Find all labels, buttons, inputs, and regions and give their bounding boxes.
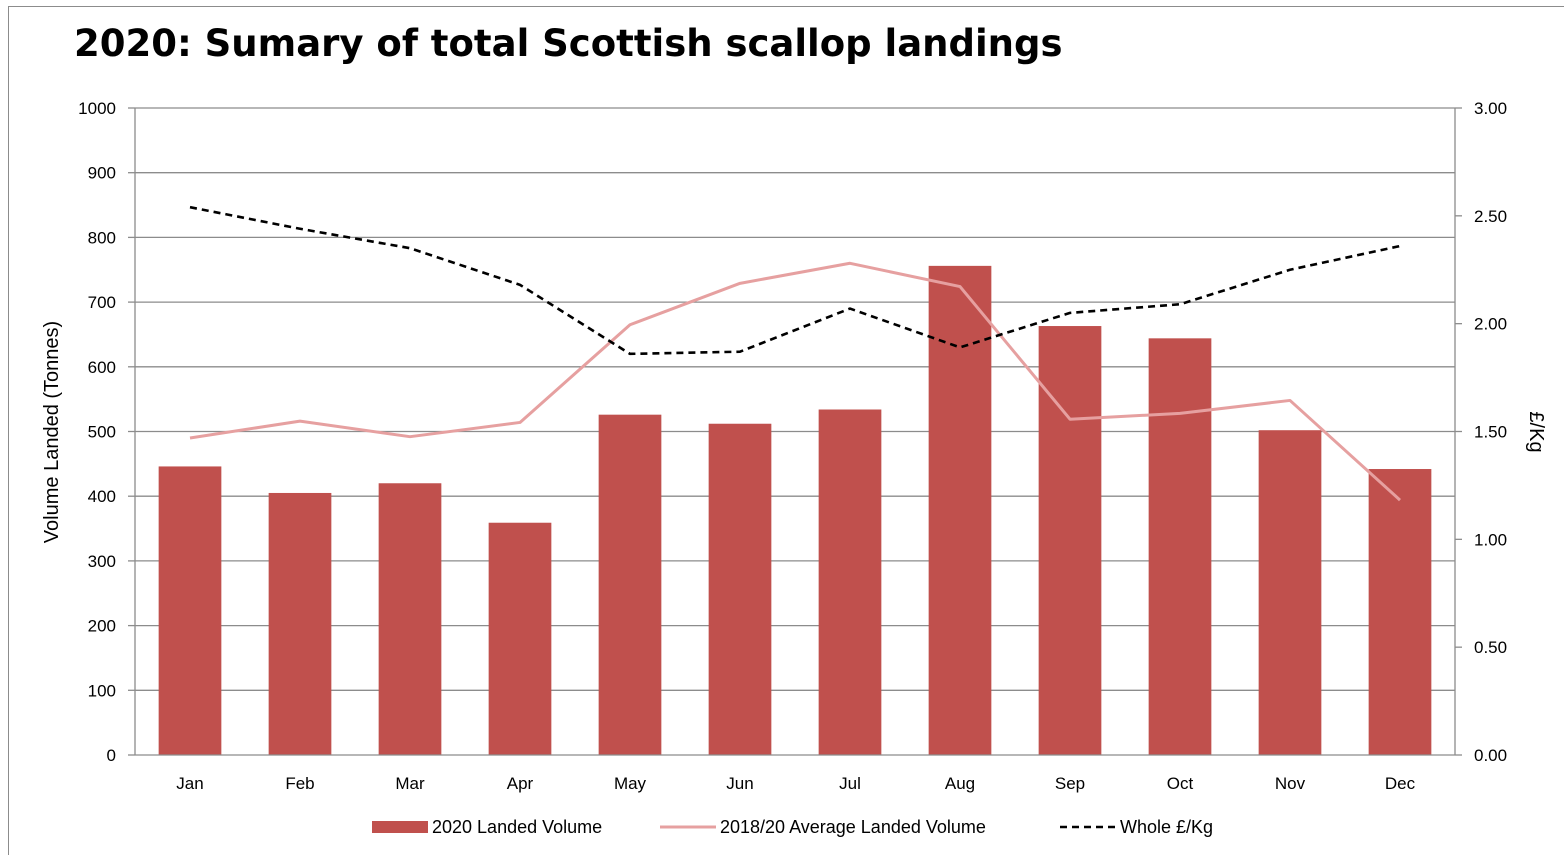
x-tick-label: May bbox=[614, 774, 647, 793]
y-tick-label: 500 bbox=[88, 423, 116, 442]
x-tick-label: Jun bbox=[726, 774, 753, 793]
bar bbox=[158, 466, 222, 755]
y2-tick-label: 2.00 bbox=[1474, 315, 1507, 334]
bar-series bbox=[158, 265, 1432, 755]
x-tick-label: Nov bbox=[1275, 774, 1306, 793]
y-tick-label: 900 bbox=[88, 164, 116, 183]
legend-label: 2020 Landed Volume bbox=[432, 817, 602, 837]
x-tick-label: Oct bbox=[1167, 774, 1194, 793]
legend: 2020 Landed Volume 2018/20 Average Landed… bbox=[372, 817, 1213, 837]
bar bbox=[488, 522, 552, 755]
y-tick-label: 300 bbox=[88, 552, 116, 571]
bar bbox=[928, 265, 992, 755]
bar bbox=[1038, 326, 1102, 755]
y2-tick-label: 1.50 bbox=[1474, 423, 1507, 442]
x-tick-label: Jul bbox=[839, 774, 861, 793]
y-tick-label: 0 bbox=[107, 746, 116, 765]
axes bbox=[128, 107, 1462, 756]
y-tick-label: 800 bbox=[88, 228, 116, 247]
chart-frame bbox=[8, 6, 1564, 855]
y2-tick-label: 2.50 bbox=[1474, 207, 1507, 226]
x-tick-label: Apr bbox=[507, 774, 534, 793]
y-tick-label: 1000 bbox=[78, 99, 116, 118]
y-tick-label: 600 bbox=[88, 358, 116, 377]
y2-tick-label: 0.50 bbox=[1474, 638, 1507, 657]
average-line bbox=[189, 261, 1402, 502]
bar bbox=[268, 492, 332, 755]
y2-tick-label: 0.00 bbox=[1474, 746, 1507, 765]
y2-axis-title: £/Kg bbox=[1525, 411, 1547, 452]
bar bbox=[1258, 430, 1322, 755]
y2-tick-label: 1.00 bbox=[1474, 530, 1507, 549]
bar bbox=[708, 423, 772, 755]
y-tick-label: 400 bbox=[88, 487, 116, 506]
bar bbox=[598, 414, 662, 755]
x-tick-label: Sep bbox=[1055, 774, 1085, 793]
y-tick-label: 700 bbox=[88, 293, 116, 312]
legend-swatch-bar bbox=[372, 821, 428, 833]
bar bbox=[1148, 338, 1212, 755]
y-axis-title: Volume Landed (Tonnes) bbox=[41, 321, 63, 543]
tick-labels: 0 100 200 300 400 500 600 700 800 900 1000 0.00 0.50… bbox=[78, 99, 1507, 793]
x-tick-label: Feb bbox=[285, 774, 314, 793]
legend-label: Whole £/Kg bbox=[1120, 817, 1213, 837]
bar bbox=[1368, 469, 1432, 755]
chart-title: 2020: Sumary of total Scottish scallop l… bbox=[74, 22, 1063, 65]
bar bbox=[378, 483, 442, 755]
line-series bbox=[189, 205, 1402, 502]
y-tick-label: 200 bbox=[88, 617, 116, 636]
y2-tick-label: 3.00 bbox=[1474, 99, 1507, 118]
y-tick-label: 100 bbox=[88, 681, 116, 700]
x-tick-label: Mar bbox=[395, 774, 425, 793]
bar bbox=[818, 409, 882, 755]
x-tick-label: Aug bbox=[945, 774, 975, 793]
x-tick-label: Jan bbox=[176, 774, 203, 793]
x-tick-label: Dec bbox=[1385, 774, 1416, 793]
legend-label: 2018/20 Average Landed Volume bbox=[720, 817, 986, 837]
price-line bbox=[189, 205, 1401, 356]
gridlines bbox=[135, 107, 1455, 691]
